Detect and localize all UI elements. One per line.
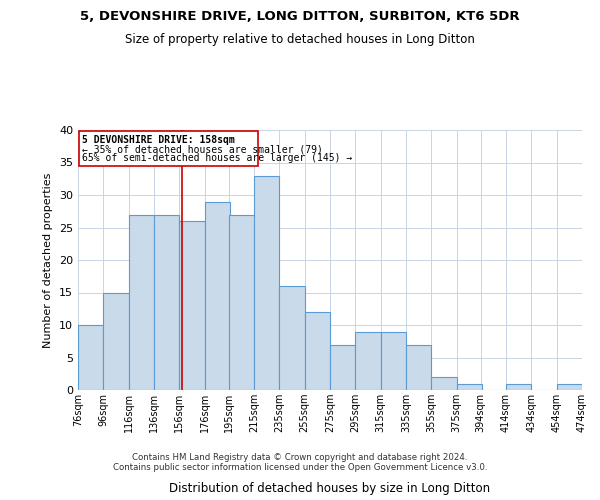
Bar [280, 286, 305, 390]
FancyBboxPatch shape [79, 132, 258, 166]
Y-axis label: Number of detached properties: Number of detached properties [43, 172, 53, 348]
Bar [205, 202, 230, 390]
Bar [78, 325, 103, 390]
Bar [355, 332, 380, 390]
Bar [179, 221, 205, 390]
Text: Size of property relative to detached houses in Long Ditton: Size of property relative to detached ho… [125, 32, 475, 46]
Bar [128, 214, 154, 390]
Bar [154, 214, 179, 390]
Text: 5 DEVONSHIRE DRIVE: 158sqm: 5 DEVONSHIRE DRIVE: 158sqm [82, 135, 235, 145]
Bar [457, 384, 482, 390]
Bar [380, 332, 406, 390]
Text: 65% of semi-detached houses are larger (145) →: 65% of semi-detached houses are larger (… [82, 154, 353, 164]
Bar [103, 292, 128, 390]
Text: ← 35% of detached houses are smaller (79): ← 35% of detached houses are smaller (79… [82, 144, 323, 154]
Text: 5, DEVONSHIRE DRIVE, LONG DITTON, SURBITON, KT6 5DR: 5, DEVONSHIRE DRIVE, LONG DITTON, SURBIT… [80, 10, 520, 23]
Bar [406, 344, 431, 390]
Bar [229, 214, 254, 390]
Text: Distribution of detached houses by size in Long Ditton: Distribution of detached houses by size … [169, 482, 491, 495]
Bar [305, 312, 330, 390]
Text: Contains HM Land Registry data © Crown copyright and database right 2024.: Contains HM Land Registry data © Crown c… [132, 454, 468, 462]
Bar [254, 176, 280, 390]
Bar [506, 384, 532, 390]
Bar [557, 384, 582, 390]
Text: Contains public sector information licensed under the Open Government Licence v3: Contains public sector information licen… [113, 464, 487, 472]
Bar [431, 377, 457, 390]
Bar [330, 344, 355, 390]
